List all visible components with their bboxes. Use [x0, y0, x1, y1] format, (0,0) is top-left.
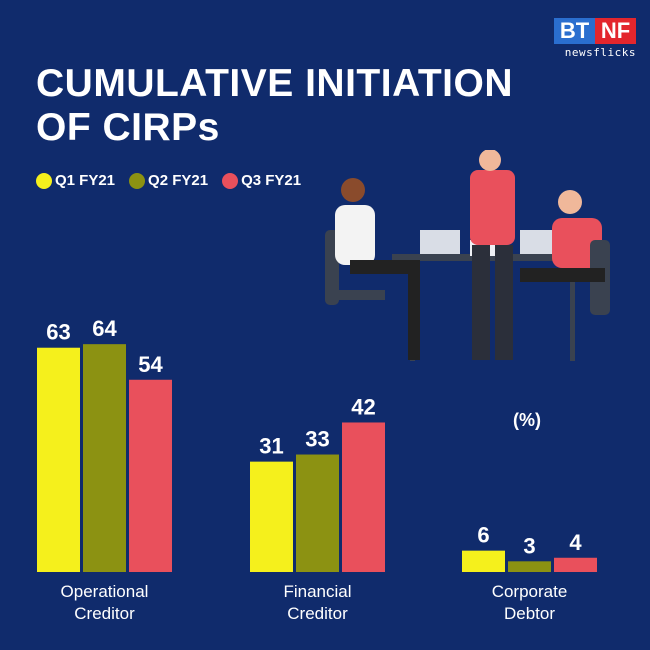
data-label: 42 — [351, 394, 375, 419]
title-line-1: CUMULATIVE INITIATION — [36, 62, 514, 105]
data-label: 33 — [305, 427, 329, 452]
logo-bt: BT — [554, 18, 595, 44]
title-line-2: OF CIRPs — [36, 106, 220, 149]
legend-item: Q2 FY21 — [129, 172, 208, 189]
legend-label: Q1 FY21 — [55, 172, 116, 189]
bar — [554, 557, 597, 572]
legend-label: Q2 FY21 — [148, 172, 209, 189]
data-label: 31 — [259, 434, 283, 459]
data-label: 4 — [569, 530, 582, 555]
bar — [37, 347, 80, 572]
bar — [129, 379, 172, 572]
legend-item: Q1 FY21 — [36, 172, 115, 189]
category-label: Corporate — [492, 582, 568, 601]
category-label: Financial — [283, 582, 351, 601]
data-label: 63 — [46, 320, 70, 345]
bar — [296, 454, 339, 572]
data-label: 64 — [92, 316, 117, 341]
category-label: Debtor — [504, 604, 555, 623]
data-label: 54 — [138, 352, 163, 377]
brand-logo: BT NF newsflicks — [554, 18, 636, 59]
bar — [83, 344, 126, 572]
office-team-illustration — [325, 150, 610, 361]
category-label: Operational — [61, 582, 149, 601]
legend: Q1 FY21 Q2 FY21 Q3 FY21 — [36, 172, 301, 189]
legend-label: Q3 FY21 — [241, 172, 302, 189]
bar — [508, 561, 551, 572]
legend-item: Q3 FY21 — [222, 172, 301, 189]
bar — [462, 550, 505, 572]
logo-sub: newsflicks — [564, 46, 636, 59]
data-label: 6 — [477, 523, 489, 548]
data-label: 3 — [523, 533, 535, 558]
logo-nf: NF — [595, 18, 636, 44]
legend-swatch — [222, 172, 239, 189]
bar — [342, 422, 385, 572]
legend-swatch — [129, 172, 146, 189]
legend-swatch — [36, 172, 52, 189]
category-label: Creditor — [287, 604, 348, 623]
page-title: CUMULATIVE INITIATION OF CIRPs — [36, 62, 513, 150]
category-label: Creditor — [74, 604, 135, 623]
unit-label: (%) — [513, 410, 541, 430]
bar — [250, 461, 293, 572]
